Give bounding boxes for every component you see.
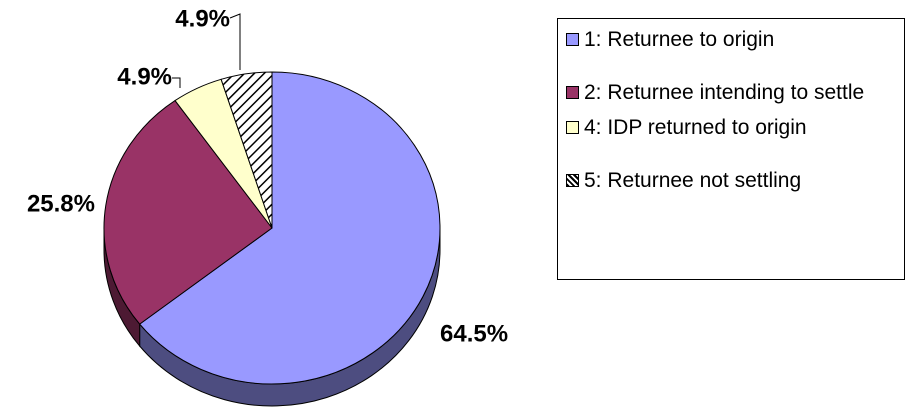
legend: 1: Returnee to origin 2: Returnee intendi… [557,18,905,280]
slice [220,71,273,229]
value-label: 4.9% [175,5,230,32]
legend-swatch [566,86,579,99]
legend-label: 5: Returnee not settling [584,169,802,192]
value-label: 64.5% [440,320,508,347]
leader-line [172,77,181,88]
value-label: 25.8% [27,190,95,217]
leader-line [229,13,241,70]
slice [138,71,441,385]
legend-swatch [566,174,579,187]
legend-label: 4: IDP returned to origin [584,116,807,139]
legend-item: 1: Returnee to origin [566,27,900,52]
value-label: 4.9% [117,63,172,90]
legend-item: 2: Returnee intending to settle [566,80,900,105]
legend-item: 5: Returnee not settling [566,168,900,193]
legend-label: 1: Returnee to origin [584,28,775,51]
legend-item: 4: IDP returned to origin [566,115,900,140]
legend-swatch [566,33,579,46]
legend-label: 2: Returnee intending to settle [584,81,865,104]
slice [103,99,273,325]
legend-swatch [566,121,579,134]
